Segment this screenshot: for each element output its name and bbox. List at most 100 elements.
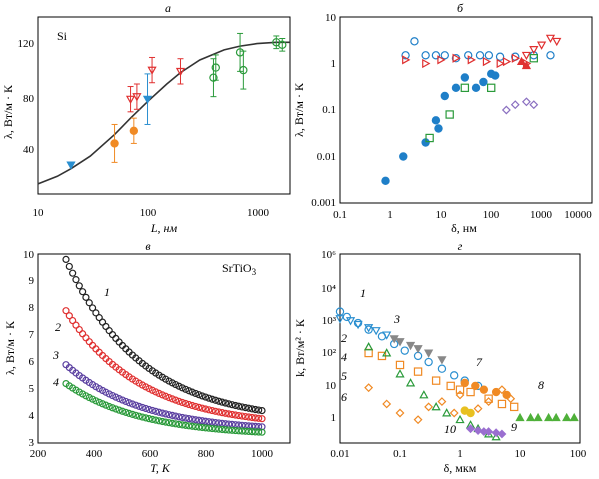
- panel-c-frame: [37, 253, 291, 444]
- panel-d-curve-label: 4: [341, 350, 347, 364]
- data-point: [521, 97, 531, 107]
- series-1-point: [195, 391, 203, 399]
- panel-d-curve-label: 8: [538, 378, 544, 392]
- data-point: [516, 56, 527, 66]
- data-point: [502, 56, 512, 67]
- series-2-point: [172, 396, 180, 404]
- series-1-point: [215, 397, 223, 405]
- data-point: [455, 414, 465, 424]
- data-point: [371, 327, 381, 336]
- panel-d-ytick: 10³: [322, 315, 337, 327]
- series-3-point: [172, 412, 180, 420]
- panel-c-ytick: 4: [29, 410, 35, 422]
- data-point: [413, 345, 423, 354]
- series-3-point: [191, 416, 200, 424]
- panel-d-ytick: 10²: [322, 347, 337, 359]
- data-point: [484, 51, 494, 60]
- panel-a: а Si λ, Вт/м · К L, нм 10 100 1000 40 80…: [1, 1, 291, 235]
- data-point: [449, 408, 459, 418]
- series-1-point: [65, 262, 73, 271]
- series-4-point: [98, 400, 107, 408]
- series-1-point: [102, 322, 110, 331]
- series-3-point: [132, 401, 140, 409]
- data-point: [562, 412, 572, 422]
- data-point: [132, 93, 142, 102]
- series-1-point: [211, 396, 220, 404]
- series-4-point: [92, 397, 100, 405]
- data-point: [442, 408, 452, 417]
- data-point: [440, 91, 449, 101]
- series-4-point: [132, 411, 140, 419]
- series-4-point: [255, 428, 263, 436]
- data-point: [484, 394, 493, 403]
- series-2-point: [198, 404, 206, 412]
- panel-d-ytick: 10: [325, 380, 337, 392]
- series-1-point: [72, 276, 80, 284]
- panel-c-ytick: 5: [29, 383, 35, 395]
- panel-c-xtick: 800: [198, 448, 215, 460]
- series-4-point: [251, 428, 259, 436]
- series-1-point: [105, 327, 113, 335]
- data-point: [473, 426, 483, 436]
- series-1-point: [108, 330, 117, 339]
- panel-b-ytick: 10: [325, 12, 337, 24]
- series-4-point: [138, 413, 147, 421]
- data-point: [471, 83, 481, 93]
- series-4-point: [201, 424, 210, 432]
- series-4-point: [152, 416, 160, 424]
- series-3-point: [148, 406, 156, 415]
- data-point: [501, 105, 511, 115]
- panel-c-xtick: 400: [86, 448, 103, 460]
- series-2-point: [175, 397, 183, 405]
- series-4-point: [245, 427, 253, 436]
- panel-c-curve-label: 2: [55, 320, 61, 334]
- data-point: [335, 315, 345, 324]
- panel-a-xlabel: L, нм: [150, 221, 178, 235]
- data-point: [110, 139, 119, 148]
- series-4-point: [205, 424, 213, 432]
- series-2-point: [201, 405, 210, 413]
- panel-b-xtick: 10000: [564, 209, 592, 221]
- panel-c-material-sub: 3: [252, 267, 257, 277]
- series-4-point: [221, 426, 230, 434]
- data-point: [545, 34, 556, 44]
- data-point: [410, 37, 419, 46]
- series-1-point: [82, 293, 90, 301]
- panel-d-curve-label: 1: [360, 286, 366, 300]
- series-3-point: [122, 397, 130, 406]
- series-4-point: [88, 395, 97, 403]
- series-3-point: [162, 410, 170, 418]
- panel-d-curve-label: 5: [341, 369, 347, 383]
- panel-d-curve-label: 6: [341, 390, 347, 404]
- data-point: [142, 95, 153, 105]
- data-point: [437, 55, 446, 65]
- data-point: [431, 402, 441, 411]
- series-1-point: [178, 384, 186, 392]
- panel-b-xtick: 1000: [530, 209, 553, 221]
- data-point: [209, 73, 218, 82]
- series-3-point: [181, 414, 190, 422]
- series-3-point: [138, 403, 147, 412]
- series-2-point: [178, 398, 186, 407]
- series-1-point: [208, 395, 216, 403]
- panel-b-ytick: 0.1: [322, 104, 336, 116]
- series-3-point: [108, 391, 117, 400]
- data-point: [460, 83, 470, 93]
- panel-d-ytick: 10⁴: [321, 283, 336, 295]
- data-point: [491, 432, 501, 441]
- data-point: [431, 116, 441, 125]
- data-point: [551, 412, 561, 422]
- series-2-point: [245, 413, 253, 421]
- series-4-point: [218, 425, 226, 434]
- panel-c-label: в: [145, 239, 150, 253]
- data-point: [405, 378, 416, 387]
- panel-c-curve-label: 3: [52, 348, 59, 362]
- panel-d-curve-label: 7: [476, 355, 483, 369]
- series-3-point: [125, 399, 133, 407]
- panel-d-plot: [335, 307, 579, 441]
- series-1-point: [258, 407, 266, 415]
- series-1-point: [198, 392, 206, 400]
- series-4-point: [158, 417, 166, 426]
- panel-c-ytick: 10: [23, 249, 35, 261]
- data-point: [487, 83, 496, 93]
